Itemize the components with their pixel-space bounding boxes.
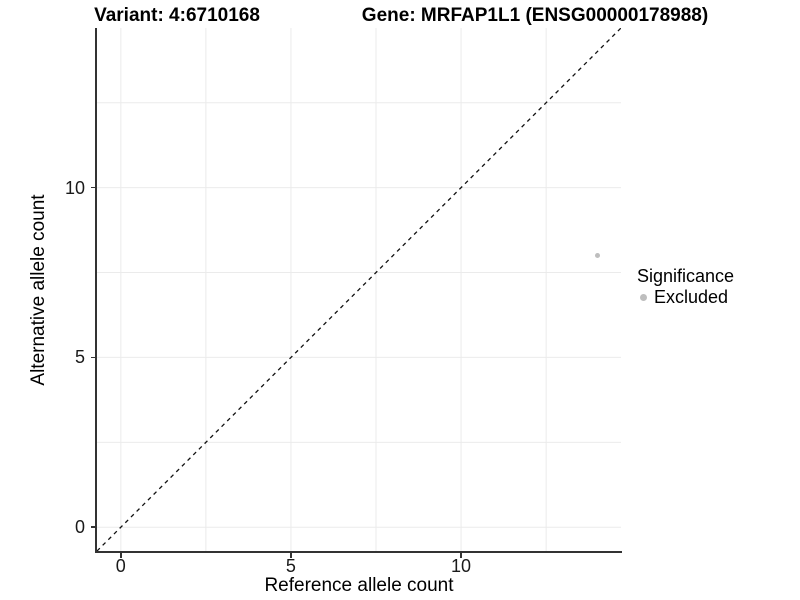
x-axis-line: [95, 551, 622, 553]
y-axis-tick-label: 10: [64, 177, 85, 198]
data-point: [594, 253, 600, 259]
legend-items: Excluded: [636, 287, 734, 307]
legend-title: Significance: [637, 266, 735, 286]
y-axis-tick: [90, 356, 96, 359]
x-axis-tick: [460, 553, 462, 558]
x-axis-tick: [120, 553, 122, 558]
legend-marker-circle-icon: [640, 293, 647, 301]
y-axis-title: Alternative allele count: [28, 194, 49, 386]
x-axis-title: Reference allele count: [264, 575, 454, 596]
panel-canvas: [97, 28, 621, 551]
x-axis-tick-label: 0: [115, 556, 126, 576]
y-axis-tick: [90, 526, 96, 528]
y-axis-tick-label: 5: [74, 347, 85, 368]
y-axis-tick: [90, 186, 96, 189]
y-axis-tick-label: 0: [74, 517, 85, 538]
legend: Significance Excluded: [636, 266, 734, 307]
plot-title-gene: Gene: MRFAP1L1 (ENSG00000178988): [361, 5, 709, 26]
x-axis-tick: [290, 553, 292, 558]
identity-reference-line: [97, 28, 621, 551]
legend-item-label: Excluded: [654, 286, 729, 307]
y-axis-line: [95, 28, 97, 553]
plot-panel: [97, 28, 621, 551]
plot-title-variant: Variant: 4:6710168: [94, 5, 260, 26]
legend-item: Excluded: [636, 287, 734, 307]
x-axis-tick-label: 5: [285, 556, 296, 576]
x-axis-tick-label: 10: [451, 556, 472, 576]
